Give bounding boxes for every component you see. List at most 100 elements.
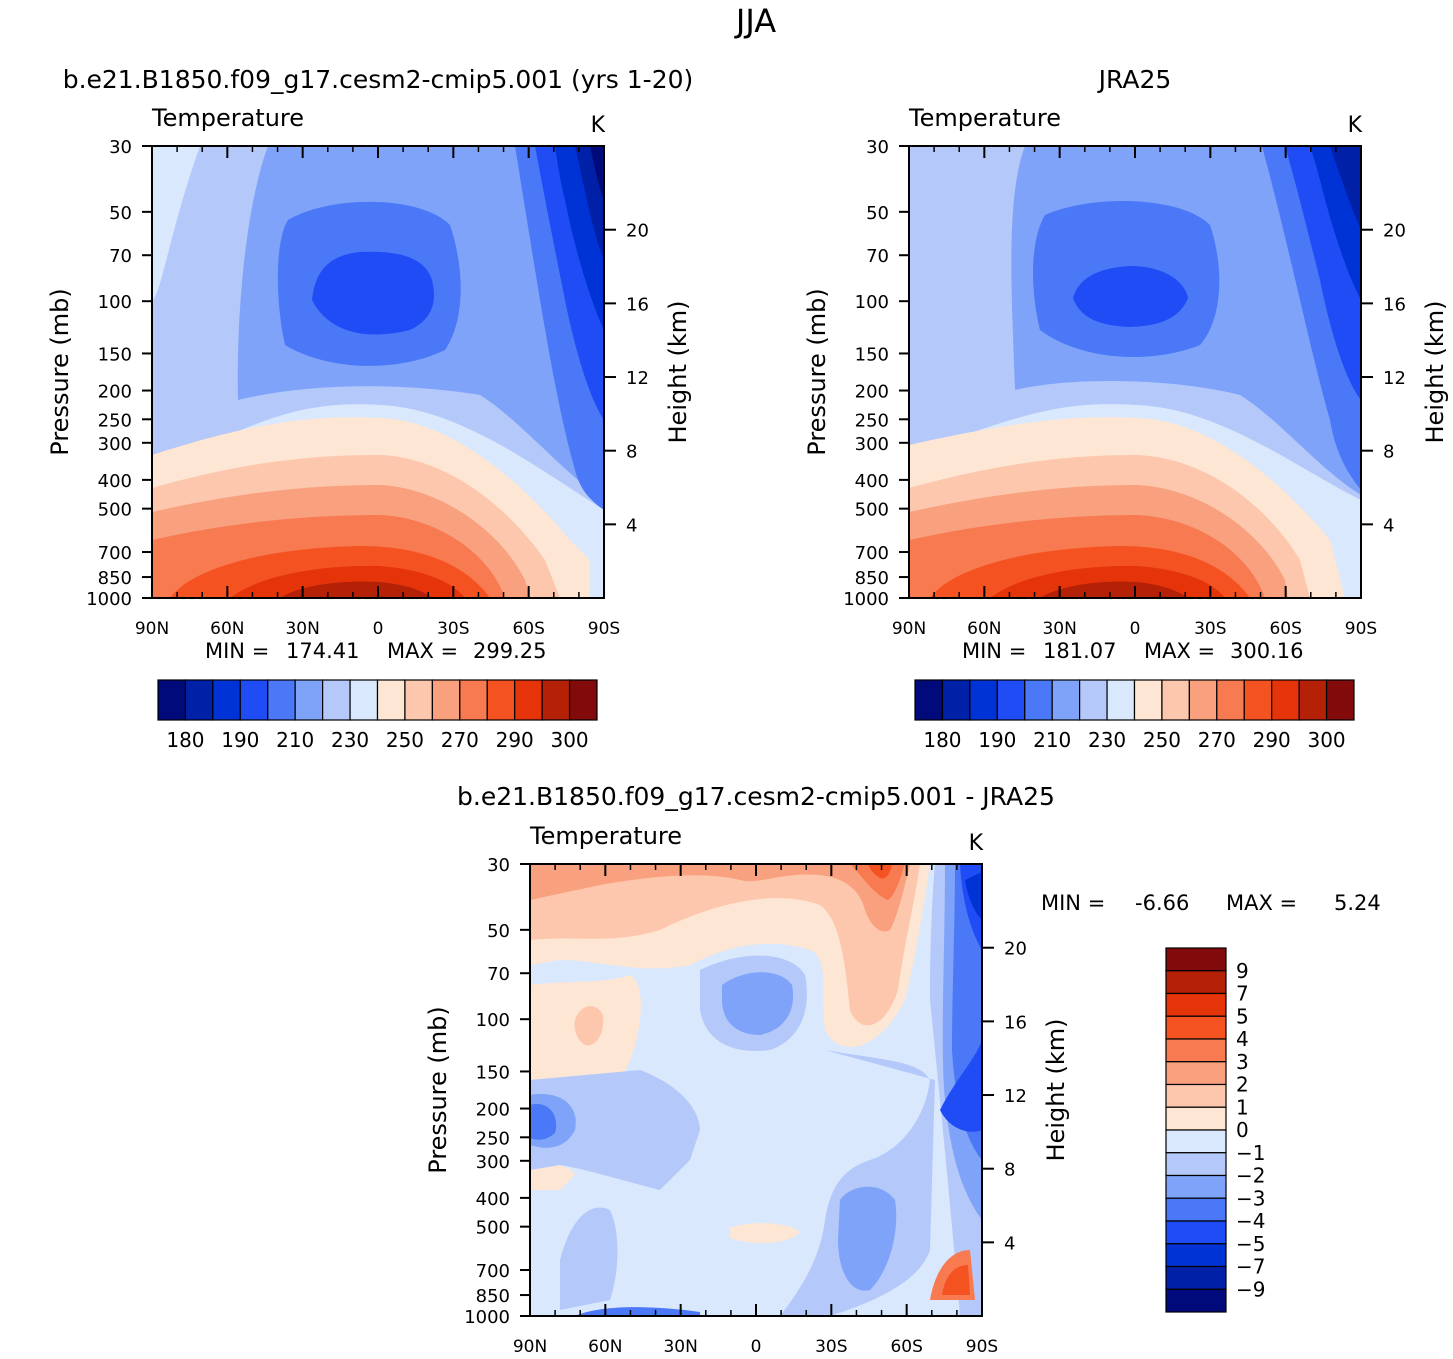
model-contour-300 <box>280 581 432 598</box>
model-ytick-label: 1000 <box>86 589 132 610</box>
diff-colorbar-label: 0 <box>1236 1118 1249 1142</box>
diff-contour-pos-0-1-bottom-left <box>530 1164 575 1190</box>
model-colorbar-label: 250 <box>386 728 424 752</box>
model-variable-label: Temperature <box>151 104 304 132</box>
diff-ytick-label: 1000 <box>464 1307 510 1328</box>
diff-colorbar-label: 2 <box>1236 1073 1249 1097</box>
model-y2tick-label: 16 <box>626 294 649 315</box>
diff-ytick-label: 100 <box>476 1010 510 1031</box>
obs-variable-label: Temperature <box>908 104 1061 132</box>
diff-xtick-label: 30S <box>815 1337 847 1357</box>
diff-contour-pos-0-1-midspot <box>730 1223 800 1244</box>
model-y2tick-label: 8 <box>626 442 637 463</box>
diff-ytick-label: 300 <box>476 1152 510 1173</box>
model-max-label: MAX = <box>387 639 458 663</box>
obs-colorbar-swatch <box>1243 679 1273 721</box>
diff-colorbar-label: 4 <box>1236 1027 1249 1051</box>
obs-colorbar-swatch <box>996 679 1026 721</box>
diff-y2tick-label: 12 <box>1004 1086 1027 1107</box>
model-colorbar-swatch <box>212 679 241 721</box>
obs-axis-ticks: 90N 60N 30N 0 30S 60S 90S 30 50 70 100 150 200 250 300… <box>843 137 1406 639</box>
model-ytick-label: 700 <box>98 543 132 564</box>
diff-ytick-label: 400 <box>476 1189 510 1210</box>
diff-pressure-axis-label: Pressure (mb) <box>424 1006 452 1173</box>
diff-colorbar-label: 9 <box>1236 959 1249 983</box>
model-colorbar-swatch <box>404 679 433 721</box>
obs-y2tick-label: 12 <box>1383 368 1406 389</box>
diff-colorbar-swatch <box>1165 1083 1227 1108</box>
obs-min-value: 181.07 <box>1043 639 1116 663</box>
obs-max-label: MAX = <box>1144 639 1215 663</box>
model-colorbar-swatch <box>541 679 571 721</box>
diff-contour-neg-2-3-tropics <box>722 972 794 1035</box>
diff-xtick-label: 60S <box>890 1337 922 1357</box>
model-contour-200-tropopause <box>312 251 434 335</box>
obs-xtick-label: 90S <box>1345 619 1377 639</box>
diff-colorbar-swatch <box>1165 970 1227 995</box>
diff-contour-neg-1-2-lower <box>560 1207 618 1310</box>
diff-plot-area: 90N 60N 30N 0 30S 60S 90S 30 50 70 100 150 200 250 300… <box>464 855 1027 1357</box>
diff-ytick-label: 700 <box>476 1261 510 1282</box>
model-colorbar-swatch <box>184 679 214 721</box>
obs-min-label: MIN = <box>962 639 1026 663</box>
obs-colorbar-swatch <box>914 679 944 721</box>
model-ytick-label: 150 <box>98 344 132 365</box>
obs-colorbar-label: 290 <box>1253 728 1291 752</box>
obs-colorbar-swatch <box>1133 679 1163 721</box>
diff-unit-label: K <box>969 831 984 856</box>
diff-min-label: MIN = <box>1041 891 1105 915</box>
model-colorbar-swatch <box>267 679 296 721</box>
diff-axis-ticks: 90N 60N 30N 0 30S 60S 90S 30 50 70 100 150 200 250 300… <box>464 855 1027 1357</box>
diff-colorbar-swatch <box>1165 1015 1227 1040</box>
model-ytick-label: 50 <box>109 203 132 224</box>
obs-xtick-label: 60N <box>967 619 1001 639</box>
obs-xtick-label: 0 <box>1130 619 1141 639</box>
obs-colorbar-swatch <box>1106 679 1136 721</box>
diff-xtick-label: 90S <box>966 1337 998 1357</box>
obs-xtick-label: 90N <box>892 619 926 639</box>
model-colorbar: 180 190 210 230 250 270 290 300 <box>157 679 598 752</box>
obs-ytick-label: 100 <box>855 292 889 313</box>
model-height-axis-label: Height (km) <box>664 301 692 444</box>
diff-ytick-label: 250 <box>476 1128 510 1149</box>
diff-colorbar-swatch <box>1165 1288 1227 1313</box>
model-ytick-label: 30 <box>109 137 132 158</box>
diff-variable-label: Temperature <box>529 822 682 850</box>
model-colorbar-label: 290 <box>496 728 534 752</box>
obs-colorbar: 180 190 210 230 250 270 290 300 <box>914 679 1355 752</box>
model-colorbar-swatch <box>322 679 351 721</box>
obs-colorbar-swatch <box>941 679 971 721</box>
obs-colorbar-label: 250 <box>1143 728 1181 752</box>
obs-colorbar-swatch <box>1298 679 1328 721</box>
obs-contour-300 <box>1040 581 1188 598</box>
model-min-value: 174.41 <box>286 639 359 663</box>
model-ytick-label: 850 <box>98 568 132 589</box>
obs-max-value: 300.16 <box>1230 639 1303 663</box>
diff-ytick-label: 150 <box>476 1062 510 1083</box>
diff-ytick-label: 70 <box>487 964 510 985</box>
model-colorbar-label: 210 <box>276 728 314 752</box>
diff-height-axis-label: Height (km) <box>1042 1019 1070 1162</box>
model-colorbar-swatch <box>376 679 406 721</box>
model-colorbar-label: 300 <box>550 728 588 752</box>
diff-y2tick-label: 4 <box>1004 1233 1015 1254</box>
diff-colorbar-swatch <box>1165 947 1227 972</box>
obs-colorbar-label: 270 <box>1198 728 1236 752</box>
diff-contour-neg-5-7-polar <box>965 872 982 920</box>
model-colorbar-swatch <box>294 679 324 721</box>
model-xtick-label: 30N <box>285 619 319 639</box>
diff-contour-neg-4-5-polar-lower <box>940 1040 982 1132</box>
diff-y2tick-label: 8 <box>1004 1160 1015 1181</box>
model-colorbar-label: 270 <box>441 728 479 752</box>
model-ytick-label: 400 <box>98 471 132 492</box>
diff-colorbar-label: 7 <box>1236 982 1249 1006</box>
obs-colorbar-label: 180 <box>923 728 961 752</box>
model-xtick-label: 90S <box>588 619 620 639</box>
diff-contour-pos-2-3-top <box>530 864 910 932</box>
diff-y2tick-label: 20 <box>1004 939 1027 960</box>
diff-contour-pos-3-4-top <box>850 864 905 900</box>
obs-ytick-label: 500 <box>855 500 889 521</box>
obs-plot-area: 90N 60N 30N 0 30S 60S 90S 30 50 70 100 150 200 250 300… <box>843 137 1406 639</box>
obs-y2tick-label: 20 <box>1383 221 1406 242</box>
